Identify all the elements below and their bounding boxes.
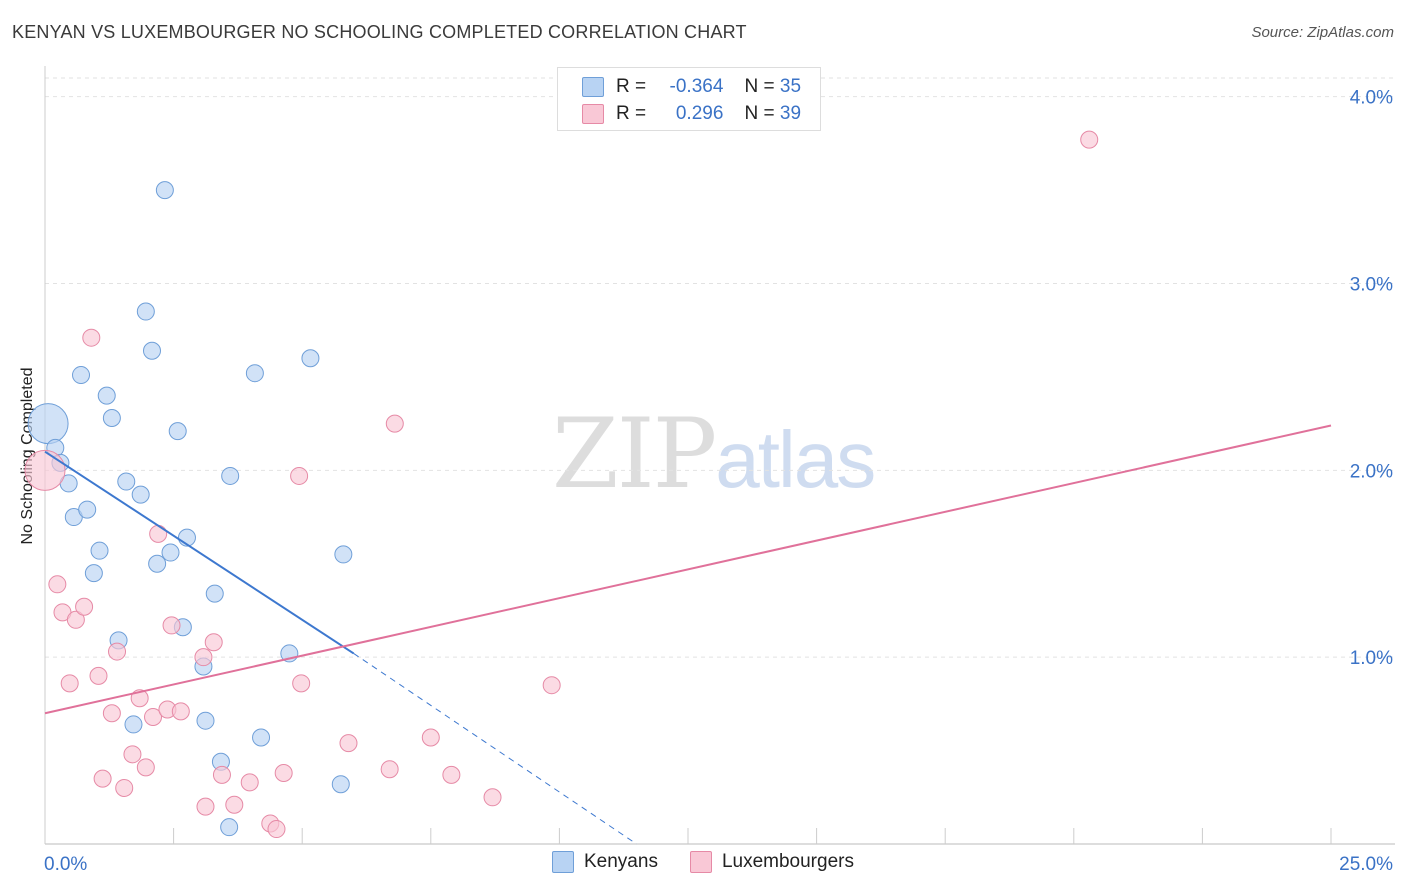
source-label: Source: ZipAtlas.com xyxy=(1251,24,1394,41)
watermark-zip: ZIP xyxy=(552,398,717,510)
n-label: N = xyxy=(744,103,775,124)
luxembourger-point xyxy=(48,575,67,594)
luxembourger-point xyxy=(194,648,213,667)
luxembourger-point xyxy=(274,764,293,783)
luxembourger-point xyxy=(240,773,259,792)
y-tick-label: 1.0% xyxy=(1350,648,1393,669)
kenyan-trend-line xyxy=(44,450,355,655)
stats-row-luxembourgers: R = 0.296 N = 39 xyxy=(582,100,801,128)
y-tick-label: 2.0% xyxy=(1350,461,1393,482)
r-value-luxembourgers: 0.296 xyxy=(675,103,724,124)
legend: Kenyans Luxembourgers xyxy=(0,851,1406,873)
n-label: N = xyxy=(744,76,775,97)
watermark: ZIPatlas xyxy=(552,398,876,510)
kenyan-point xyxy=(27,403,69,445)
luxembourger-point xyxy=(136,758,155,777)
luxembourger-point xyxy=(267,820,286,839)
kenyan-point xyxy=(131,485,150,504)
luxembourger-point xyxy=(171,702,190,721)
kenyan-trend-extension xyxy=(353,653,637,845)
kenyan-point xyxy=(124,715,143,734)
n-value-luxembourgers: 39 xyxy=(779,103,802,124)
watermark-atlas: atlas xyxy=(715,415,876,504)
kenyan-point xyxy=(252,728,271,747)
luxembourger-point xyxy=(196,797,215,816)
luxembourger-point xyxy=(339,734,358,753)
n-value-kenyans: 35 xyxy=(779,76,802,97)
legend-item-kenyans[interactable]: Kenyans xyxy=(552,851,658,873)
luxembourgers-swatch xyxy=(582,104,604,124)
legend-label-kenyans: Kenyans xyxy=(584,851,658,872)
luxembourger-point xyxy=(292,674,311,693)
luxembourger-point xyxy=(123,745,142,764)
luxembourger-point xyxy=(60,674,79,693)
luxembourger-point xyxy=(442,765,461,784)
luxembourger-point xyxy=(66,610,85,629)
luxembourger-point xyxy=(204,633,223,652)
kenyan-point xyxy=(161,543,180,562)
r-value-kenyans: -0.364 xyxy=(669,76,724,97)
kenyan-point xyxy=(72,366,91,385)
kenyan-point xyxy=(102,409,121,428)
kenyans-swatch xyxy=(582,77,604,97)
luxembourgers-legend-swatch xyxy=(689,851,712,873)
luxembourger-point xyxy=(385,414,404,433)
kenyan-point xyxy=(97,386,116,405)
kenyan-point xyxy=(196,711,215,730)
kenyan-point xyxy=(117,472,136,491)
r-label: R = xyxy=(616,103,647,124)
kenyan-point xyxy=(168,422,187,441)
luxembourger-point xyxy=(24,449,66,491)
luxembourger-point xyxy=(93,769,112,788)
kenyan-point xyxy=(245,364,264,383)
kenyans-legend-swatch xyxy=(552,851,574,873)
kenyan-point xyxy=(148,554,167,573)
kenyan-point xyxy=(142,341,161,360)
luxembourger-point xyxy=(82,328,101,347)
kenyan-point xyxy=(84,564,103,583)
luxembourger-point xyxy=(1080,130,1099,149)
luxembourger-point xyxy=(108,642,127,661)
luxembourger-trend-line xyxy=(44,424,1332,715)
luxembourger-point xyxy=(75,597,94,616)
luxembourger-point xyxy=(102,704,121,723)
y-tick-label: 3.0% xyxy=(1350,275,1393,296)
luxembourger-point xyxy=(212,765,231,784)
luxembourger-point xyxy=(225,795,244,814)
kenyan-point xyxy=(205,584,224,603)
luxembourger-point xyxy=(115,778,134,797)
kenyan-point xyxy=(78,500,97,519)
kenyan-point xyxy=(331,775,350,794)
luxembourger-point xyxy=(144,707,163,726)
luxembourger-point xyxy=(162,616,181,635)
chart-title: KENYAN VS LUXEMBOURGER NO SCHOOLING COMP… xyxy=(12,22,747,42)
kenyan-point xyxy=(221,466,240,485)
kenyan-point xyxy=(155,181,174,200)
luxembourger-point xyxy=(542,676,561,695)
kenyan-point xyxy=(90,541,109,560)
y-tick-label: 4.0% xyxy=(1350,88,1393,109)
legend-label-luxembourgers: Luxembourgers xyxy=(721,851,854,872)
luxembourger-point xyxy=(290,466,309,485)
kenyan-point xyxy=(136,302,155,321)
legend-item-luxembourgers[interactable]: Luxembourgers xyxy=(689,851,854,873)
luxembourger-point xyxy=(483,788,502,807)
luxembourger-point xyxy=(130,689,149,708)
luxembourger-point xyxy=(380,760,399,779)
kenyan-point xyxy=(334,545,353,564)
x-tick-label-min: 0.0% xyxy=(44,854,87,875)
luxembourger-point xyxy=(89,666,108,685)
luxembourger-point xyxy=(421,728,440,747)
luxembourger-point xyxy=(149,524,168,543)
stats-row-kenyans: R = -0.364 N = 35 xyxy=(582,73,801,101)
stats-box: R = -0.364 N = 35 R = 0.296 N = 39 xyxy=(557,67,821,131)
kenyan-point xyxy=(301,349,320,368)
kenyan-point xyxy=(220,818,239,837)
r-label: R = xyxy=(616,76,647,97)
x-tick-label-max: 25.0% xyxy=(1339,854,1393,875)
